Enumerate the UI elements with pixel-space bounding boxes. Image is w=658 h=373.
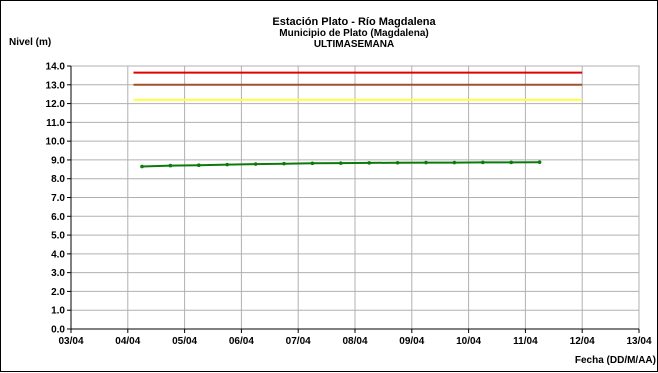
data-point	[197, 163, 201, 167]
chart-subtitle-period: ULTIMASEMANA	[314, 39, 394, 50]
data-point	[481, 160, 485, 165]
x-tick-label: 05/04	[172, 336, 197, 347]
x-tick-label: 06/04	[229, 336, 254, 347]
x-tick-label: 12/04	[570, 336, 595, 347]
y-tick-label: 1.0	[51, 306, 65, 317]
chart-subtitle: Municipio de Plato (Magdalena)	[279, 28, 428, 39]
y-tick-label: 0.0	[51, 325, 65, 336]
y-tick-label: 12.0	[46, 99, 66, 110]
x-tick-label: 04/04	[115, 336, 140, 347]
x-tick-label: 03/04	[58, 336, 83, 347]
data-point	[424, 160, 428, 165]
data-point	[537, 160, 542, 164]
y-tick-label: 14.0	[46, 62, 66, 73]
y-tick-label: 6.0	[51, 212, 65, 223]
x-tick-label: 07/04	[286, 336, 311, 347]
y-tick-label: 13.0	[46, 80, 66, 91]
y-tick-label: 11.0	[46, 118, 65, 129]
data-point	[452, 160, 457, 165]
data-point	[310, 161, 315, 166]
data-point	[395, 160, 400, 165]
y-tick-label: 8.0	[51, 174, 65, 185]
x-tick-label: 08/04	[342, 336, 367, 347]
y-tick-label: 9.0	[51, 155, 65, 166]
y-tick-label: 10.0	[46, 137, 66, 148]
x-tick-label: 10/04	[456, 336, 481, 347]
data-point	[225, 162, 229, 167]
data-point	[282, 161, 286, 166]
x-tick-label: 13/04	[626, 336, 651, 347]
data-point	[339, 161, 343, 165]
y-axis-label: Nivel (m)	[9, 37, 51, 48]
data-point	[509, 160, 513, 165]
y-tick-label: 2.0	[51, 287, 65, 298]
data-point	[253, 162, 258, 166]
x-tick-label: 11/04	[513, 336, 538, 347]
data-point	[140, 164, 144, 169]
chart-title: Estación Plato - Río Magdalena	[272, 16, 436, 28]
y-tick-label: 7.0	[51, 193, 65, 204]
y-tick-label: 3.0	[51, 268, 65, 279]
x-axis-label: Fecha (DD/M/AA)	[575, 355, 656, 366]
data-point	[367, 161, 372, 165]
y-tick-label: 5.0	[51, 231, 65, 242]
x-tick-label: 09/04	[399, 336, 424, 347]
data-point	[168, 163, 173, 168]
y-tick-label: 4.0	[51, 249, 65, 260]
